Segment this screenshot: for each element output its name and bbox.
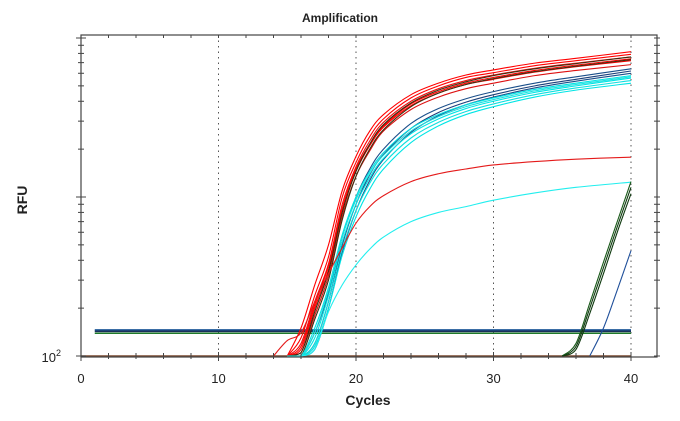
- series-line-19: [561, 181, 632, 357]
- chart-title: Amplification: [302, 11, 378, 25]
- series-line-3: [287, 60, 632, 357]
- series-line-11: [287, 75, 632, 357]
- series-line-15: [287, 76, 632, 357]
- y-tick-label-100: 102: [42, 348, 61, 365]
- x-axis-label: Cycles: [345, 392, 390, 408]
- series-line-5: [286, 58, 632, 357]
- series-line-18: [561, 187, 632, 357]
- x-tick-label: 40: [624, 371, 638, 386]
- series-line-6: [287, 56, 632, 357]
- series-line-0: [286, 51, 632, 357]
- series-line-1: [286, 53, 632, 357]
- x-tick-label: 10: [211, 371, 225, 386]
- series-line-2: [286, 56, 632, 357]
- x-tick-label: 20: [349, 371, 363, 386]
- y-axis-label: RFU: [14, 186, 30, 215]
- series-line-4: [287, 64, 632, 357]
- series-line-13: [287, 80, 632, 357]
- series-line-14: [287, 82, 632, 357]
- series-line-17: [287, 181, 632, 357]
- x-tick-label: 0: [77, 371, 84, 386]
- series-line-10: [287, 72, 632, 357]
- series-line-7: [287, 59, 632, 357]
- series-line-20: [562, 193, 632, 357]
- x-tick-label: 30: [486, 371, 500, 386]
- series-line-12: [287, 77, 632, 357]
- series-line-16: [273, 156, 632, 357]
- series-line-21: [589, 250, 632, 357]
- plot-frame: [80, 34, 658, 358]
